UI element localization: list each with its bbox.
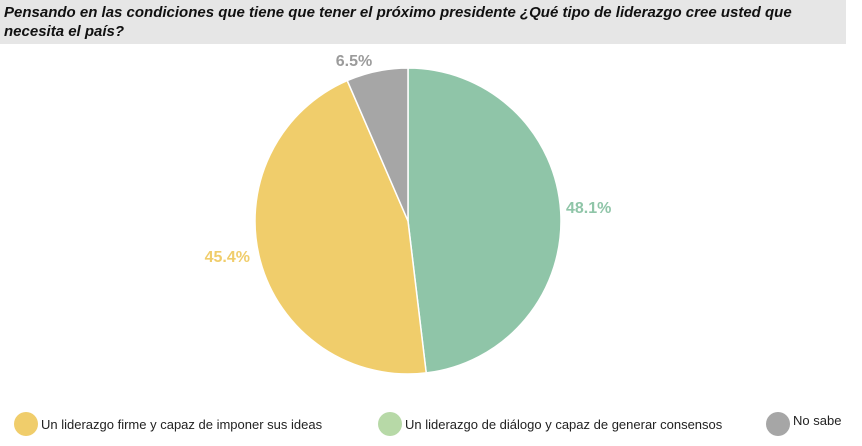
legend: Un liderazgo firme y capaz de imponer su… — [14, 412, 862, 446]
slice-label-no-sabe: 6.5% — [336, 53, 372, 70]
pie-slice-no-sabe — [346, 67, 409, 222]
slice-label-dialogo: 48.1% — [566, 200, 611, 217]
legend-label-firme: Un liderazgo firme y capaz de imponer su… — [41, 417, 323, 432]
pie-slice-firme — [254, 79, 428, 375]
legend-swatch-no-sabe — [766, 412, 790, 436]
chart-title: Pensando en las condiciones que tiene qu… — [4, 4, 792, 40]
legend-swatch-dialogo — [378, 412, 402, 436]
slice-label-firme: 45.4% — [205, 249, 250, 266]
pie-slice-dialogo — [407, 67, 562, 374]
legend-label-dialogo: Un liderazgo de diálogo y capaz de gener… — [405, 417, 723, 432]
legend-label-no-sabe: No sabe — [793, 413, 842, 428]
title-band: Pensando en las condiciones que tiene qu… — [0, 0, 846, 44]
legend-swatch-firme — [14, 412, 38, 436]
